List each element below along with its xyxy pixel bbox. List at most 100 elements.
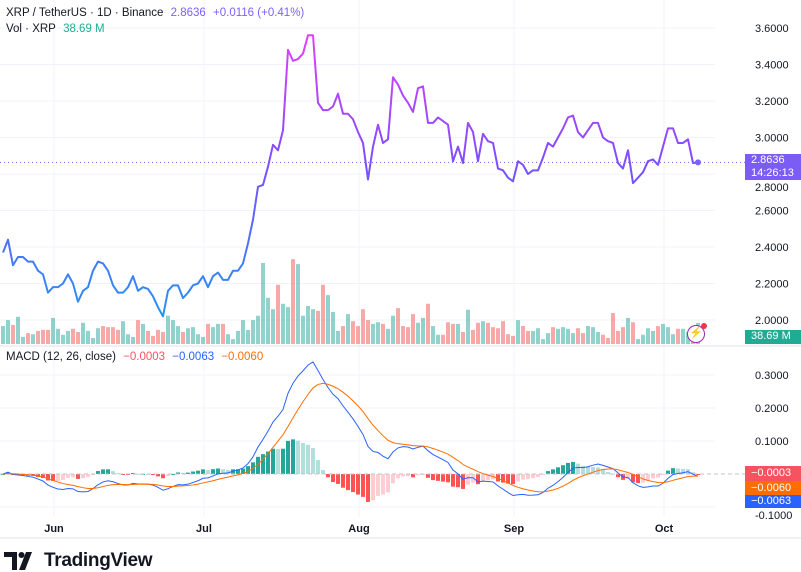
macd-histogram-bar <box>66 474 70 478</box>
volume-bar <box>266 297 270 344</box>
macd-histogram-bar <box>656 474 660 478</box>
volume-bar <box>421 317 425 344</box>
macd-histogram-bar <box>316 460 320 474</box>
volume-bar <box>46 329 50 344</box>
macd-histogram-bar <box>511 474 515 485</box>
macd-histogram-bar <box>691 472 695 474</box>
macd-legend[interactable]: MACD (12, 26, close) −0.0003 −0.0063 −0.… <box>6 351 267 363</box>
volume-bar <box>336 330 340 344</box>
grid <box>0 0 715 517</box>
volume-bar <box>196 334 200 344</box>
volume-bar <box>666 327 670 344</box>
volume-bar <box>556 328 560 344</box>
price-axis-label: 2.6000 <box>755 206 789 218</box>
volume-bar <box>296 264 300 344</box>
macd-lines <box>0 361 745 497</box>
macd-histogram-bar <box>581 465 585 474</box>
volume-title: Vol · XRP <box>6 23 56 35</box>
volume-bar <box>306 305 310 344</box>
symbol-title: XRP / TetherUS · 1D · Binance <box>6 7 164 19</box>
volume-bar <box>96 328 100 344</box>
volume-bar <box>101 326 105 344</box>
volume-bar <box>681 328 685 344</box>
macd-histogram-bar <box>436 474 440 481</box>
price-axis-label: 3.6000 <box>755 23 789 35</box>
volume-bar <box>181 332 185 344</box>
volume-bar <box>106 327 110 344</box>
volume-bar <box>281 303 285 344</box>
macd-line-value: −0.0063 <box>172 351 215 363</box>
macd-histogram-bar <box>501 474 505 483</box>
macd-histogram-bar <box>61 474 65 480</box>
macd-histogram-bar <box>56 474 60 481</box>
volume-bar <box>11 324 15 344</box>
volume-bar <box>561 327 565 344</box>
axes: 3.6000 3.4000 3.2000 3.0000 2.8000 2.6000 2.40… <box>44 23 792 535</box>
volume-bar <box>81 322 85 344</box>
volume-bar <box>91 338 95 344</box>
macd-histogram-bar <box>401 474 405 477</box>
lightning-icon[interactable]: ⚡ <box>687 323 707 343</box>
volume-bar <box>221 323 225 344</box>
macd-histogram-bar <box>241 468 245 474</box>
tradingview-logo-icon <box>4 552 32 570</box>
volume-bar <box>151 335 155 344</box>
macd-histogram-bar <box>376 474 380 496</box>
macd-histogram-bar <box>586 466 590 474</box>
volume-legend[interactable]: Vol · XRP 38.69 M <box>6 23 109 35</box>
macd-histogram-bar <box>486 474 490 481</box>
volume-bar <box>206 323 210 344</box>
volume-bar <box>286 307 290 344</box>
symbol-legend[interactable]: XRP / TetherUS · 1D · Binance 2.8636 +0.… <box>6 7 308 19</box>
time-axis-label: Aug <box>348 523 369 535</box>
macd-histogram-bar <box>96 471 100 474</box>
volume-bar <box>61 334 65 344</box>
macd-histogram-bar <box>51 474 55 481</box>
volume-bar <box>461 332 465 344</box>
macd-histogram-bar <box>396 474 400 479</box>
volume-bar <box>311 309 315 344</box>
price-axis-label: 2.2000 <box>755 279 789 291</box>
volume-bar <box>566 328 570 344</box>
macd-histogram-bar <box>606 471 610 474</box>
volume-bar <box>31 334 35 344</box>
volume-bar <box>501 321 505 344</box>
volume-bar <box>381 323 385 344</box>
macd-histogram-bar <box>636 474 640 484</box>
macd-histogram-bar <box>71 474 75 478</box>
volume-bar <box>111 327 115 344</box>
volume-bar <box>251 320 255 344</box>
volume-bar <box>411 314 415 344</box>
macd-histogram-bar <box>191 471 195 474</box>
volume-bar <box>391 315 395 344</box>
macd-histogram-bar <box>341 474 345 488</box>
macd-title: MACD (12, 26, close) <box>6 351 116 363</box>
volume-bar <box>586 326 590 344</box>
volume-bar <box>71 328 75 344</box>
volume-bar <box>596 332 600 344</box>
signal-line <box>2 382 699 493</box>
volume-bar <box>626 317 630 344</box>
volume-bar <box>371 323 375 344</box>
volume-bar <box>326 295 330 344</box>
macd-histogram-bar <box>456 474 460 488</box>
macd-histogram-bar <box>671 468 675 474</box>
macd-histogram-bar <box>116 473 120 475</box>
macd-histogram-bar <box>46 474 50 481</box>
time-axis-label: Jun <box>44 523 64 535</box>
macd-histogram-bar <box>206 469 210 474</box>
tradingview-logo[interactable]: TradingView <box>4 550 153 572</box>
volume-bar <box>366 320 370 344</box>
price-series-line <box>2 34 699 318</box>
volume-bar <box>551 327 555 344</box>
volume-bar <box>241 320 245 344</box>
macd-histogram-bar <box>696 474 700 475</box>
volume-bar <box>236 330 240 344</box>
macd-histogram-bar <box>681 469 685 474</box>
volume-bar <box>661 323 665 344</box>
macd-histogram-bar <box>321 470 325 474</box>
volume-bar <box>246 329 250 344</box>
volume-bar <box>531 330 535 344</box>
macd-histogram-bar <box>236 469 240 474</box>
